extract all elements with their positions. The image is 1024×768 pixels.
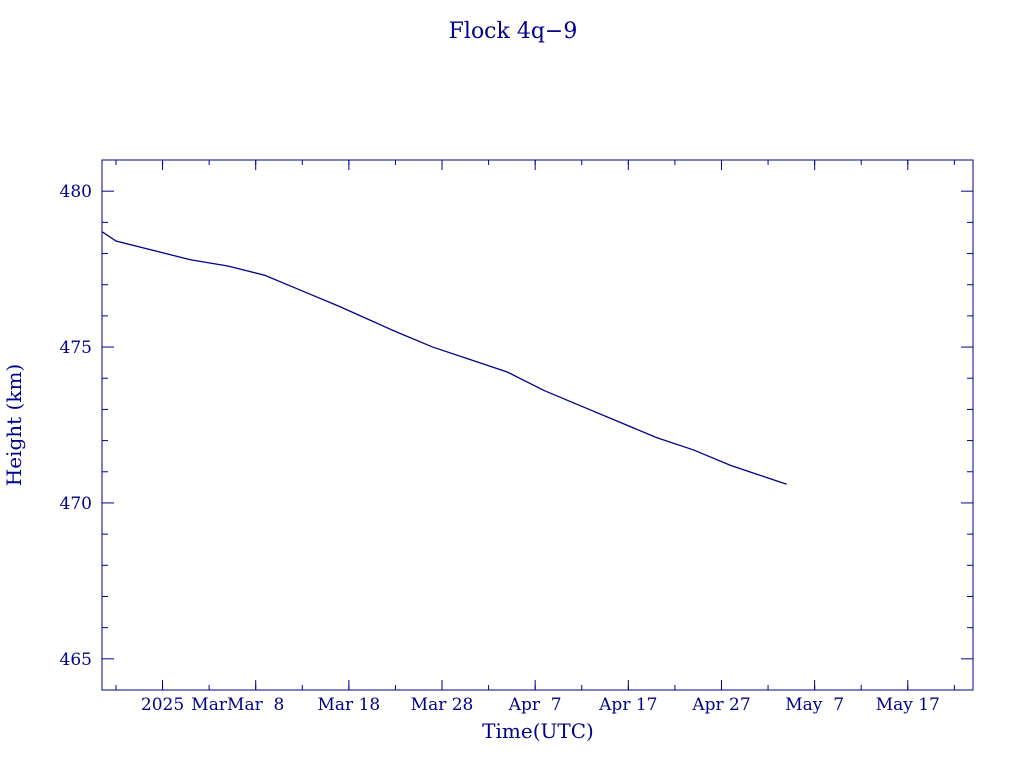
x-tick-label: Apr 27	[691, 695, 750, 715]
x-tick-label: Mar 28	[411, 695, 474, 715]
x-tick-label: Apr 17	[598, 695, 657, 715]
x-tick-label: May 7	[785, 695, 844, 715]
y-tick-label: 480	[60, 182, 92, 202]
y-tick-label: 465	[60, 650, 92, 670]
x-axis-title: Time(UTC)	[482, 719, 594, 743]
x-tick-label: Apr 7	[508, 695, 562, 715]
x-tick-label: May 17	[876, 695, 940, 715]
y-tick-labels: 465 470 475 480	[60, 182, 92, 670]
y-tick-label: 470	[60, 494, 92, 514]
plot-frame	[101, 159, 974, 691]
x-tick-label: Mar 18	[318, 695, 381, 715]
x-tick-label: Mar 8	[227, 695, 284, 715]
x-tick-label: 2025	[141, 695, 184, 715]
y-tick-label: 475	[60, 338, 92, 358]
chart-title: Flock 4q−9	[449, 19, 578, 44]
x-tick-labels: 2025 Mar 8 Mar 18 Mar 28 Apr 7 Apr 17 Apr 27 Ma…	[141, 695, 940, 715]
height-series-line	[101, 231, 787, 485]
x-tick-label: Mar	[191, 695, 228, 715]
y-axis-title: Height (km)	[2, 364, 26, 486]
axis-ticks	[102, 159, 973, 691]
